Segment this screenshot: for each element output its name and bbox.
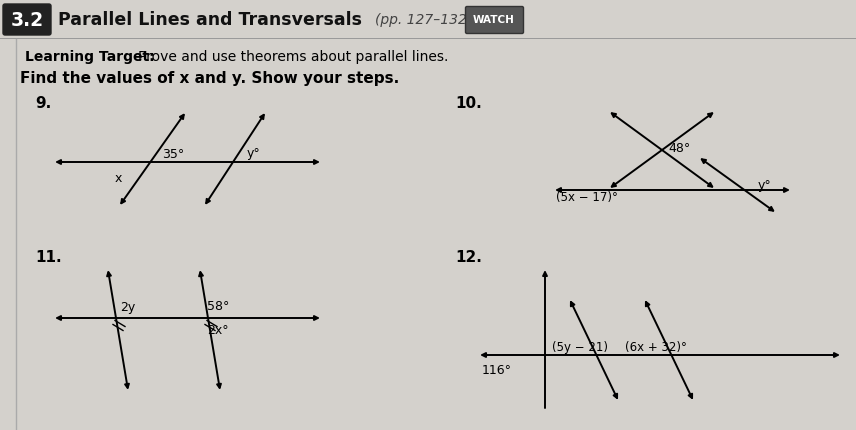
Text: Find the values of x and y. Show your steps.: Find the values of x and y. Show your st… [20, 71, 399, 86]
Text: y°: y° [247, 147, 261, 160]
Text: (6x + 32)°: (6x + 32)° [625, 341, 687, 354]
Text: 2x°: 2x° [207, 323, 229, 337]
Text: (pp. 127–132): (pp. 127–132) [375, 13, 473, 27]
Text: 10.: 10. [455, 95, 482, 111]
Text: WATCH: WATCH [473, 15, 515, 25]
Text: Parallel Lines and Transversals: Parallel Lines and Transversals [58, 11, 362, 29]
Text: 58°: 58° [207, 300, 229, 313]
Text: (5x − 17)°: (5x − 17)° [556, 191, 618, 205]
Text: y°: y° [758, 178, 772, 191]
Text: 12.: 12. [455, 251, 482, 265]
Text: 35°: 35° [162, 148, 184, 162]
FancyBboxPatch shape [3, 4, 51, 35]
Text: Prove and use theorems about parallel lines.: Prove and use theorems about parallel li… [138, 50, 449, 64]
Text: 2y: 2y [120, 301, 135, 313]
Text: x: x [115, 172, 122, 184]
Text: 9.: 9. [35, 95, 51, 111]
Text: Learning Target:: Learning Target: [25, 50, 155, 64]
Text: 3.2: 3.2 [10, 10, 44, 30]
FancyBboxPatch shape [466, 6, 524, 34]
Text: 48°: 48° [668, 141, 690, 154]
Text: (5y − 21): (5y − 21) [552, 341, 608, 354]
Text: 116°: 116° [482, 363, 512, 377]
Text: 11.: 11. [35, 251, 62, 265]
